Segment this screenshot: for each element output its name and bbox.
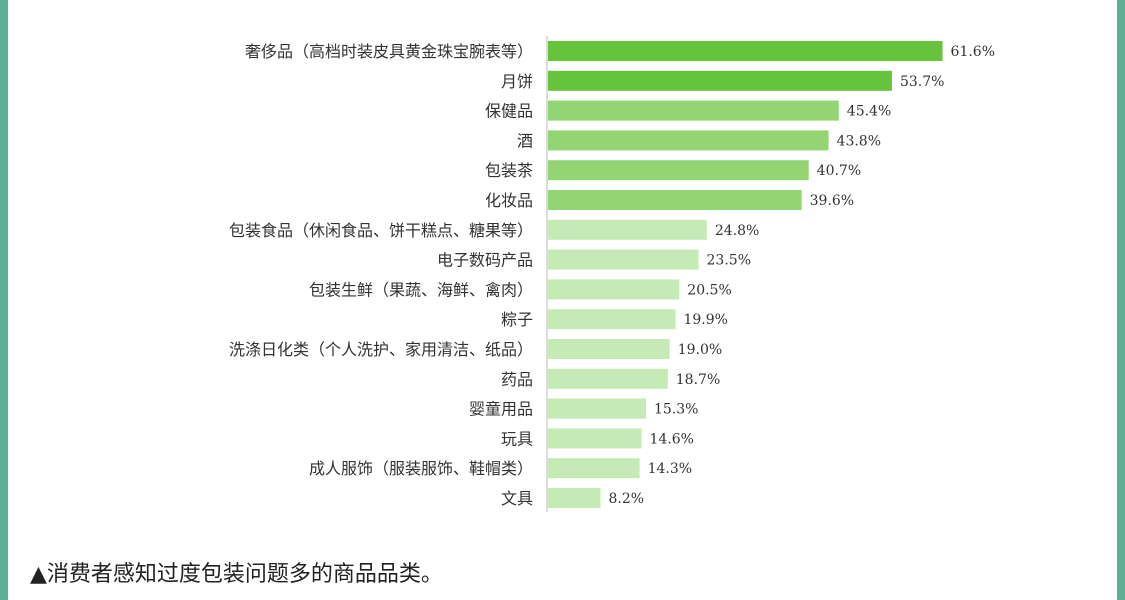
category-label: 月饼 [501,72,533,91]
bar [548,249,699,270]
bar [548,219,707,240]
bar [548,190,802,210]
value-label: 43.8% [837,133,881,149]
bar [548,368,668,389]
category-label: 保健品 [485,102,533,121]
category-label: 酒 [517,131,533,150]
chart-caption: ▲消费者感知过度包装问题多的商品品类。 [30,562,443,587]
value-label: 15.3% [654,402,698,418]
category-label: 奢侈品（高档时装皮具黄金珠宝腕表等） [245,42,533,61]
bar [548,398,646,419]
value-label: 19.0% [678,342,722,358]
bar [548,339,670,359]
category-label: 包装茶 [485,161,533,180]
category-label: 包装生鲜（果蔬、海鲜、禽肉） [309,280,533,299]
category-label: 化妆品 [485,191,533,210]
bar [548,309,676,330]
bar [548,488,601,508]
bar-chart: 奢侈品（高档时装皮具黄金珠宝腕表等） 61.6% 月饼 53.7% 保健品 45.4% 酒 4… [229,36,995,512]
bar [548,70,892,91]
category-label: 文具 [501,489,533,508]
category-label: 玩具 [501,429,533,448]
category-label: 粽子 [501,310,533,329]
value-label: 24.8% [715,223,759,239]
value-label: 23.5% [707,253,751,269]
category-label: 洗涤日化类（个人洗护、家用清洁、纸品） [229,340,533,359]
value-label: 8.2% [609,491,645,507]
bar [548,458,640,479]
category-label: 成人服饰（服装服饰、鞋帽类） [309,459,533,478]
category-label: 电子数码产品 [437,251,533,270]
category-label: 包装食品（休闲食品、饼干糕点、糖果等） [229,221,533,240]
bars-layer: 奢侈品（高档时装皮具黄金珠宝腕表等） 61.6% 月饼 53.7% 保健品 45.4% 酒 4… [229,41,995,508]
value-label: 20.5% [687,282,731,298]
bar [548,41,943,61]
value-label: 53.7% [900,74,944,90]
bar [548,130,829,151]
value-label: 40.7% [817,163,861,179]
value-label: 45.4% [847,104,891,120]
category-label: 药品 [501,370,533,389]
bar [548,279,680,300]
value-label: 61.6% [951,44,995,60]
category-label: 婴童用品 [469,400,533,419]
value-label: 14.6% [650,431,694,447]
value-label: 39.6% [810,193,854,209]
value-label: 18.7% [676,372,720,388]
bar [548,428,642,449]
value-label: 19.9% [683,312,727,328]
value-label: 14.3% [648,461,692,477]
bar [548,160,809,181]
bar [548,100,839,121]
